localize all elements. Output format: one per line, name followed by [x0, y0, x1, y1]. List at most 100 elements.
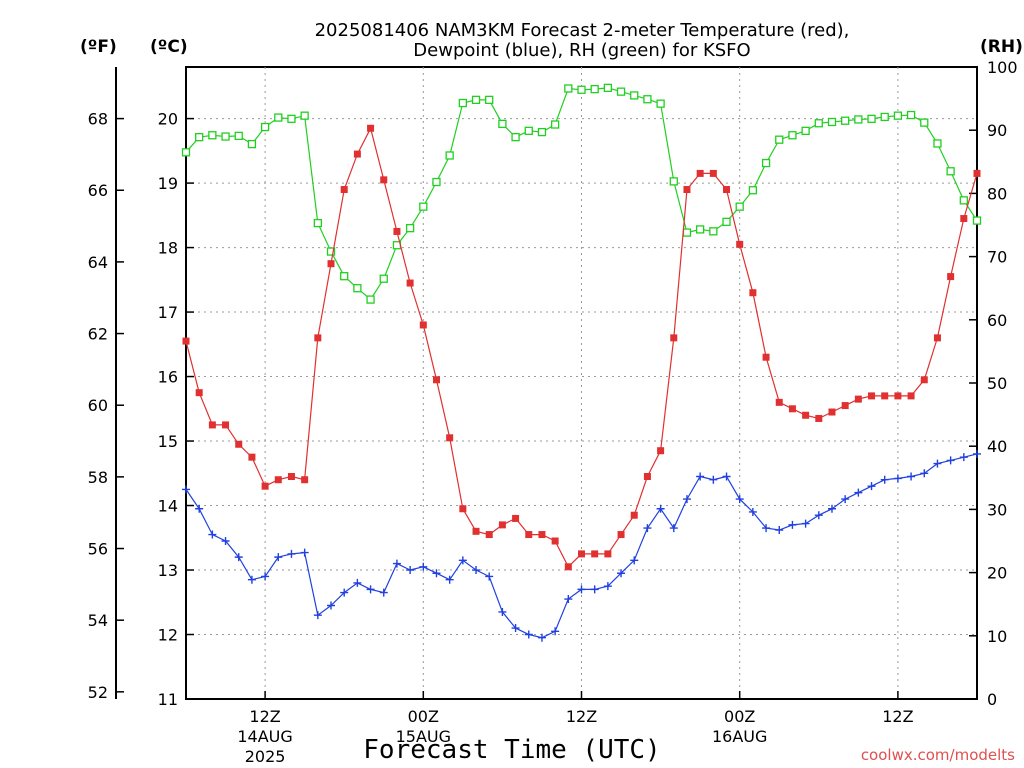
rh-point — [867, 114, 876, 123]
chart-title-line-1: 2025081406 NAM3KM Forecast 2-meter Tempe… — [315, 20, 850, 41]
dewpoint-point — [485, 572, 494, 581]
dewpoint-point — [959, 453, 968, 462]
dewpoint-point — [801, 519, 810, 528]
rh-point — [300, 111, 309, 120]
dewpoint-point — [762, 524, 771, 533]
f-tick-label: 54 — [88, 611, 108, 630]
2-meter-temperature-point — [432, 376, 440, 384]
2-meter-temperature-point — [314, 334, 322, 342]
2-meter-temperature-point — [287, 473, 295, 481]
dewpoint-point — [366, 585, 375, 594]
axis-ticks: 11 12 13 14 15 16 17 18 19 20 0 10 20 30 40 50 60 70 80 90 1… — [88, 58, 1018, 766]
f-tick-label: 66 — [88, 181, 108, 200]
dewpoint-point — [406, 566, 415, 575]
2-meter-temperature-point — [274, 476, 282, 484]
rh-point — [854, 115, 863, 124]
rh-point — [498, 119, 507, 129]
dewpoint-series — [182, 449, 981, 642]
2-meter-temperature-point — [683, 186, 691, 194]
f-tick-label: 56 — [88, 540, 108, 559]
dewpoint-point — [327, 601, 336, 610]
rh-point — [471, 95, 481, 105]
rh-point — [353, 284, 362, 293]
rh-point — [274, 113, 283, 122]
dewpoint-point — [537, 633, 546, 642]
2-meter-temperature-point — [868, 392, 876, 400]
rh-point — [181, 148, 191, 157]
rh-point — [682, 228, 692, 237]
rh-point — [775, 135, 784, 144]
rh-point — [590, 84, 599, 94]
dewpoint-point — [379, 588, 388, 597]
dewpoint-point — [221, 537, 230, 545]
rh-point — [946, 167, 955, 176]
x-tick-date: 15AUG — [396, 727, 451, 746]
2-meter-temperature-point — [261, 482, 269, 490]
rh-point — [247, 139, 257, 149]
2-meter-temperature-point — [195, 389, 203, 397]
2-meter-temperature-point — [182, 337, 190, 345]
c-tick-label: 18 — [158, 239, 178, 258]
dewpoint-point — [472, 566, 481, 575]
rh-point — [643, 95, 652, 104]
2-meter-temperature-point — [235, 440, 243, 448]
x-tick-date: 14AUG — [237, 727, 292, 746]
dewpoint-point — [445, 575, 454, 584]
rh-point — [616, 87, 626, 96]
dewpoint-point — [419, 562, 428, 571]
rh-tick-label: 40 — [987, 437, 1007, 456]
fahrenheit-unit-label: (ºF) — [80, 37, 117, 57]
2-meter-temperature-point — [248, 453, 256, 461]
dewpoint-point — [709, 475, 718, 484]
dewpoint-point — [590, 585, 599, 594]
2-meter-temperature-point — [973, 169, 981, 177]
2-meter-temperature-point — [617, 531, 625, 539]
dewpoint-point — [630, 556, 639, 565]
rh-point — [722, 217, 731, 226]
2-meter-temperature-point — [340, 186, 348, 194]
2-meter-temperature-point — [578, 550, 585, 558]
dewpoint-point — [841, 495, 850, 504]
2-meter-temperature-point — [841, 402, 849, 410]
dewpoint-point — [669, 524, 678, 533]
2-meter-temperature-point — [327, 260, 335, 268]
rh-point — [761, 158, 771, 168]
c-tick-label: 12 — [158, 626, 178, 645]
c-tick-label: 17 — [158, 303, 178, 322]
rh-point — [313, 218, 322, 228]
rh-point — [445, 151, 454, 160]
plot-area-frame — [185, 66, 978, 700]
rh-tick-label: 100 — [987, 58, 1018, 77]
dewpoint-point — [696, 472, 705, 481]
rh-point — [537, 127, 547, 137]
rh-tick-label: 20 — [987, 564, 1007, 583]
c-tick-label: 14 — [158, 497, 178, 516]
rh-point — [630, 91, 639, 100]
2-meter-temperature-point — [459, 505, 467, 513]
2-meter-temperature-point — [723, 186, 731, 194]
rh-point — [880, 112, 889, 122]
dewpoint-point — [511, 624, 520, 633]
rh-point — [577, 85, 586, 94]
dewpoint-point — [920, 469, 929, 478]
f-tick-label: 52 — [88, 683, 108, 702]
dewpoint-point — [854, 488, 863, 497]
2-meter-temperature-point — [933, 334, 941, 342]
2-meter-temperature-point — [907, 392, 915, 400]
rh-point — [788, 131, 797, 140]
rh-tick-label: 70 — [987, 248, 1007, 267]
dewpoint-point — [814, 511, 823, 520]
2-meter-temperature-point — [222, 421, 230, 429]
2-meter-temperature-point — [393, 227, 401, 235]
rh-tick-label: 0 — [987, 690, 997, 709]
rh-point — [260, 122, 270, 132]
rh-point — [603, 83, 613, 93]
rh-point — [326, 247, 336, 256]
x-tick-label: 00Z — [408, 707, 439, 726]
x-tick-label: 00Z — [724, 707, 755, 726]
rh-point — [458, 98, 468, 108]
x-tick-year: 2025 — [245, 747, 286, 766]
2-meter-temperature-point — [960, 215, 968, 223]
dewpoint-point — [735, 495, 744, 504]
c-tick-label: 15 — [158, 432, 178, 451]
